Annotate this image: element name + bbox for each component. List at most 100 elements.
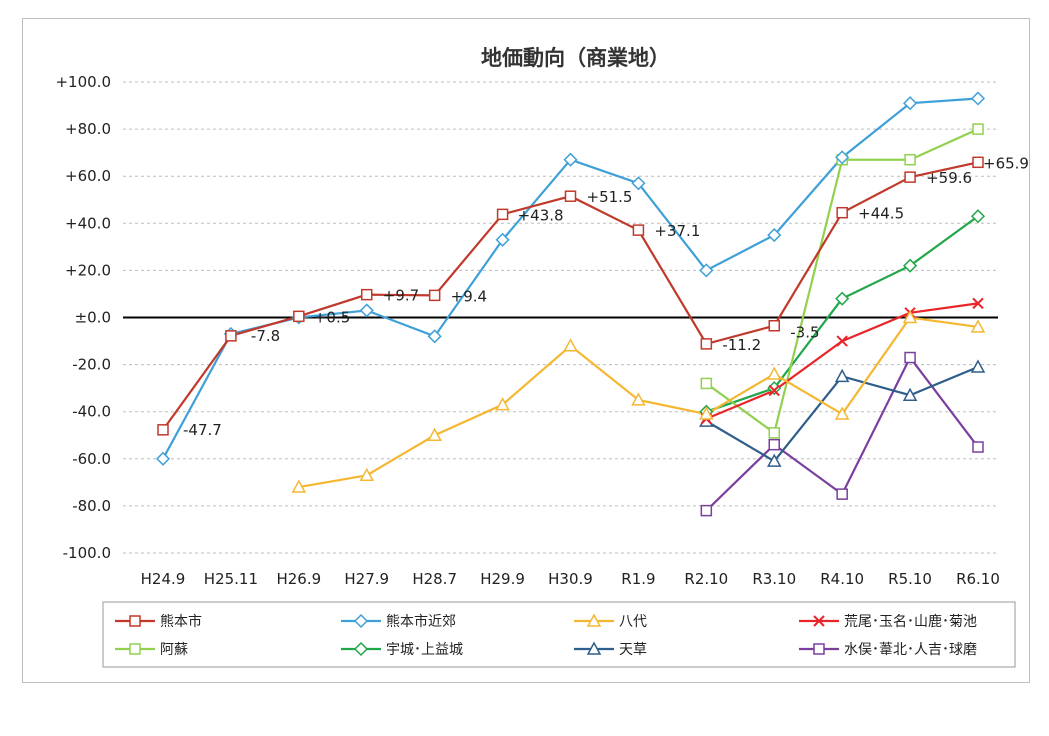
data-label: +37.1 (654, 222, 700, 240)
data-point (495, 232, 510, 247)
data-point (904, 351, 916, 364)
legend-label: 熊本市 (160, 613, 202, 630)
data-label: -11.2 (722, 336, 761, 354)
line-chart: 地価動向（商業地） +100.0 +80.0 +60.0 +40.0 +20.0 ±0.0… (55, 46, 1029, 668)
x-tick-label: H24.9 (141, 570, 186, 588)
legend-marker (586, 641, 602, 655)
x-tick-label: R3.10 (752, 570, 796, 588)
data-point (225, 330, 237, 342)
data-point (904, 153, 916, 166)
legend-marker (129, 615, 141, 627)
data-point (359, 303, 374, 318)
legend-item: 宇城･上益城 (341, 641, 463, 658)
x-tick-label: R1.9 (621, 570, 655, 588)
series-line-1 (162, 97, 979, 460)
data-point (970, 91, 986, 106)
legend-marker (129, 643, 141, 655)
legend-item: 水俣･葦北･人吉･球磨 (799, 642, 977, 658)
series-line-5 (705, 215, 979, 413)
legend-item: 熊本市近郊 (341, 613, 456, 630)
data-point (834, 368, 850, 383)
y-tick-label: -100.0 (63, 544, 111, 562)
y-axis-ticks: +100.0 +80.0 +60.0 +40.0 +20.0 ±0.0 -20.0 -40.0… (55, 73, 111, 562)
x-tick-label: R6.10 (956, 570, 1000, 588)
data-point (631, 392, 646, 406)
x-tick-label: R4.10 (820, 570, 864, 588)
y-tick-label: -80.0 (72, 497, 111, 515)
data-point (768, 319, 780, 332)
legend-label: 天草 (619, 642, 647, 658)
x-axis-ticks: H24.9 H25.11 H26.9 H27.9 H28.7 H29.9 H30.9 R1.9… (141, 570, 1000, 588)
data-point (903, 258, 918, 273)
legend-label: 水俣･葦北･人吉･球磨 (844, 642, 977, 658)
data-label: +43.8 (518, 206, 564, 224)
legend-label: 宇城･上益城 (386, 642, 463, 658)
data-point (157, 424, 169, 436)
legend-label: 阿蘇 (160, 642, 188, 658)
data-point (766, 453, 782, 467)
legend-marker (586, 613, 602, 627)
data-point (768, 384, 780, 397)
x-tick-label: H25.11 (204, 570, 258, 588)
data-point (836, 488, 848, 500)
legend-item: 荒尾･玉名･山鹿･菊池 (799, 613, 977, 630)
x-tick-label: H30.9 (548, 570, 593, 588)
data-label: -7.8 (251, 327, 280, 345)
data-point (972, 123, 984, 135)
data-point (699, 263, 714, 278)
x-tick-label: H28.7 (412, 570, 457, 588)
legend-item: 天草 (574, 641, 647, 658)
chart-title: 地価動向（商業地） (481, 46, 670, 70)
x-tick-label: H26.9 (276, 570, 321, 588)
legend-item: 八代 (574, 613, 647, 630)
legend-marker (813, 643, 825, 655)
data-point (766, 366, 782, 380)
data-point (700, 504, 713, 517)
data-labels: -47.7 -7.8 +0.5 +9.7 +9.4 +43.8 +51.5 +37.1 -11.… (183, 154, 1029, 439)
data-point (632, 224, 645, 236)
data-point (972, 441, 984, 453)
y-tick-label: ±0.0 (75, 309, 111, 327)
legend-marker (353, 613, 369, 629)
data-label: +9.7 (383, 287, 419, 305)
data-point (972, 297, 984, 310)
data-point (427, 427, 442, 441)
data-point (427, 329, 442, 344)
legend-item: 熊本市 (115, 613, 202, 630)
data-point (359, 467, 375, 482)
data-point (902, 309, 918, 324)
data-point (361, 288, 373, 301)
data-point (834, 406, 850, 420)
data-point (903, 96, 918, 111)
data-label: +59.6 (926, 169, 972, 187)
data-point (835, 291, 850, 306)
data-point (700, 377, 713, 390)
data-label: +0.5 (314, 308, 350, 326)
x-tick-label: H27.9 (344, 570, 389, 588)
legend-label: 熊本市近郊 (386, 613, 456, 630)
data-point (563, 152, 578, 167)
data-point (768, 438, 780, 451)
data-label: -3.5 (790, 324, 819, 342)
data-point (563, 338, 578, 352)
data-point (699, 406, 714, 420)
legend-item: 阿蘇 (115, 642, 188, 658)
data-label: +65.9 (983, 154, 1029, 172)
data-point (835, 150, 850, 165)
data-label: +51.5 (587, 188, 633, 206)
data-point (970, 319, 986, 333)
data-point (428, 289, 441, 302)
data-label: +44.5 (858, 205, 904, 223)
data-point (700, 338, 713, 350)
y-tick-label: +80.0 (65, 120, 111, 138)
legend-box (102, 601, 1016, 668)
y-tick-label: -20.0 (72, 356, 111, 374)
data-point (972, 156, 984, 169)
data-point (768, 427, 780, 439)
x-tick-label: R5.10 (888, 570, 932, 588)
series-markers (155, 91, 986, 517)
y-tick-label: -60.0 (72, 450, 111, 468)
data-point (970, 209, 986, 224)
x-tick-label: R2.10 (684, 570, 728, 588)
